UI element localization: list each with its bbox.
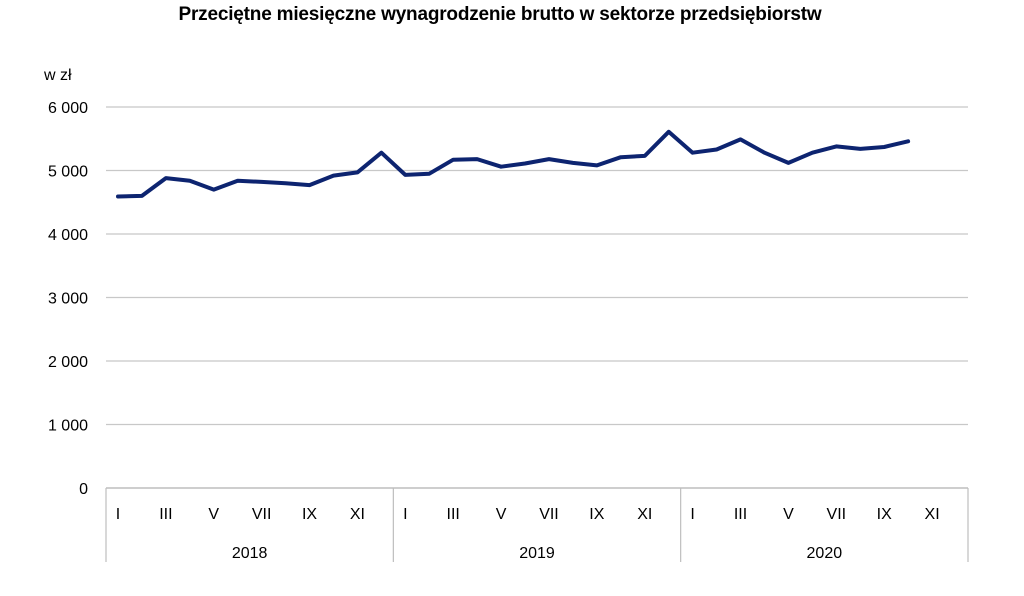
x-tick-label: VII: [252, 506, 272, 523]
x-tick-label: I: [690, 506, 694, 523]
year-label: 2018: [232, 545, 268, 562]
x-tick-label: XI: [637, 506, 652, 523]
x-tick-label: III: [447, 506, 460, 523]
y-tick-label: 6 000: [48, 100, 88, 117]
y-axis-unit-label: w zł: [43, 67, 72, 84]
x-tick-label: I: [116, 506, 120, 523]
y-tick-label: 5 000: [48, 164, 88, 181]
x-tick-label: IX: [302, 506, 317, 523]
y-tick-label: 3 000: [48, 291, 88, 308]
year-label: 2019: [519, 545, 555, 562]
x-tick-label: III: [734, 506, 747, 523]
x-tick-label: VII: [539, 506, 559, 523]
grid-lines: [106, 106, 968, 426]
x-tick-label: V: [496, 506, 507, 523]
year-label: 2020: [807, 545, 843, 562]
y-tick-label: 4 000: [48, 227, 88, 244]
x-tick-label: XI: [350, 506, 365, 523]
x-tick-label: V: [783, 506, 794, 523]
x-tick-label: III: [159, 506, 172, 523]
x-tick-label: I: [403, 506, 407, 523]
y-tick-label: 2 000: [48, 354, 88, 371]
y-tick-label: 0: [79, 481, 88, 498]
x-tick-label: VII: [827, 506, 847, 523]
x-tick-label: V: [208, 506, 219, 523]
series-line: [116, 129, 911, 199]
chart-title: Przeciętne miesięczne wynagrodzenie brut…: [178, 4, 822, 25]
x-tick-label: IX: [589, 506, 604, 523]
y-axis-labels: 0 1 000 2 000 3 000 4 000 5 000 6 000: [48, 100, 88, 498]
x-tick-label: IX: [877, 506, 892, 523]
x-tick-label: XI: [925, 506, 940, 523]
y-tick-label: 1 000: [48, 418, 88, 435]
